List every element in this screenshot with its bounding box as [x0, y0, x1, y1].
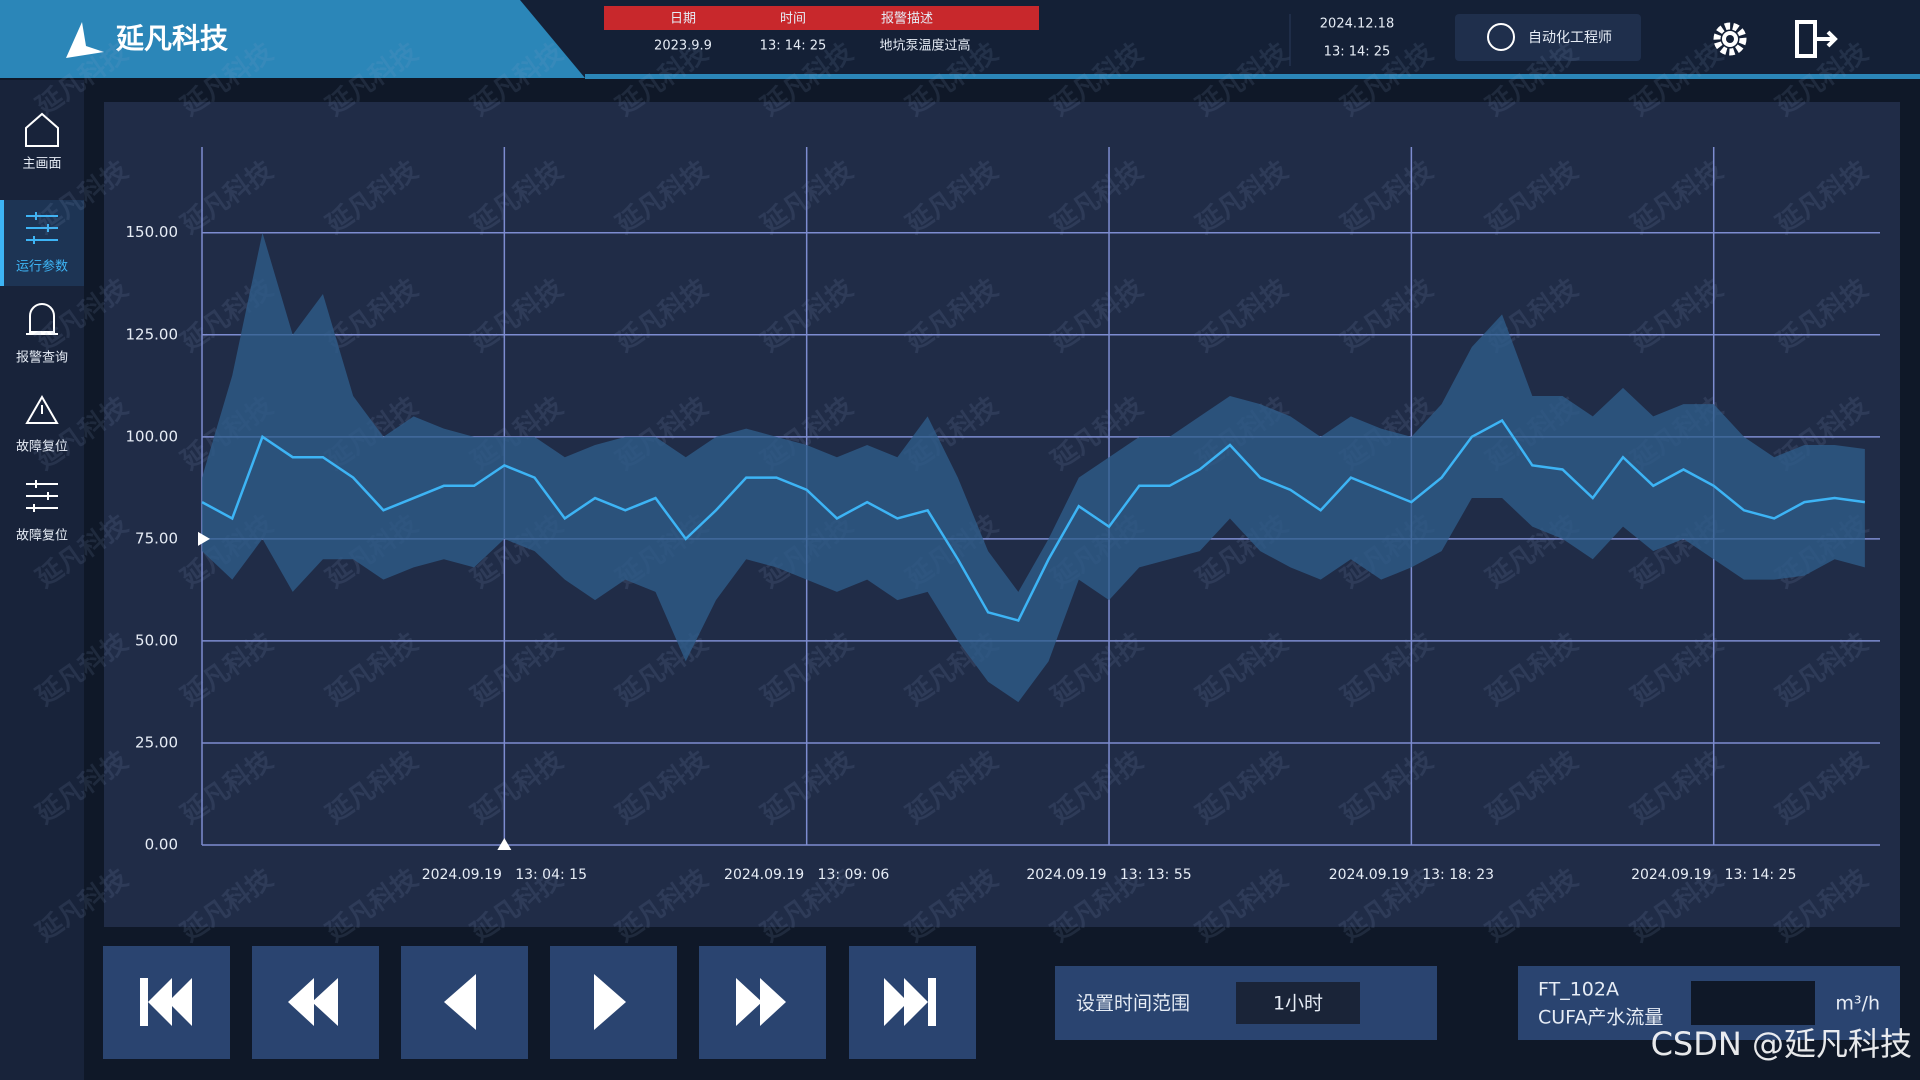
nav-label[interactable]: 运行参数: [16, 259, 68, 275]
logout-icon[interactable]: [1795, 20, 1838, 58]
alarm-col: 时间: [780, 12, 806, 27]
settings-icon[interactable]: [1713, 22, 1747, 56]
back-icon: [444, 974, 476, 1030]
time-range-label: 设置时间范围: [1076, 993, 1190, 1015]
flow-unit: m³/h: [1835, 993, 1880, 1015]
y-tick-label: 75.00: [135, 529, 178, 547]
time: 13: 14: 25: [1324, 45, 1391, 60]
user-icon: [1487, 23, 1515, 51]
time-range-select[interactable]: [1236, 982, 1360, 1024]
y-tick-label: 125.00: [126, 325, 179, 343]
x-tick-label: 2024.09.19 13: 14: 25: [1631, 867, 1796, 883]
x-tick-label: 2024.09.19 13: 09: 06: [724, 867, 889, 883]
settings-hole: [1726, 35, 1734, 43]
nav-label[interactable]: 故障复位: [16, 529, 68, 544]
credit: CSDN @延凡科技: [1651, 1025, 1912, 1063]
alarm-cell: 13: 14: 25: [760, 39, 827, 54]
tag-desc: CUFA产水流量: [1538, 1007, 1663, 1029]
y-tick-label: 100.00: [126, 427, 179, 445]
flow-value-box: [1691, 981, 1815, 1025]
first-icon: [140, 978, 192, 1026]
x-cursor: [497, 838, 512, 850]
nav-label[interactable]: 报警查询: [16, 350, 68, 366]
alarm-cell: 地坑泵温度过高: [879, 38, 970, 54]
alarm-icon[interactable]: [26, 303, 58, 335]
y-tick-label: 0.00: [145, 836, 178, 854]
y-cursor: [198, 531, 210, 546]
y-tick-label: 150.00: [126, 223, 179, 241]
x-tick-label: 2024.09.19 13: 13: 55: [1026, 867, 1191, 883]
date: 2024.12.18: [1320, 17, 1394, 32]
forward-icon: [736, 978, 786, 1026]
last-icon: [884, 978, 936, 1026]
fault-icon[interactable]: [25, 394, 59, 424]
logo-icon: [66, 22, 104, 58]
rewind-icon: [288, 978, 338, 1026]
y-tick-label: 25.00: [135, 733, 178, 751]
header-line: [585, 74, 1920, 79]
alarm-col: 报警描述: [881, 11, 933, 27]
nav-label[interactable]: 主画面: [22, 157, 61, 172]
alarm-header: [604, 6, 1039, 30]
sidebar-active: [0, 200, 84, 286]
play-icon: [594, 974, 626, 1030]
range-band: [202, 232, 1865, 703]
logo-text: 延凡科技: [115, 22, 228, 55]
sidebar-active-bar: [0, 200, 4, 286]
home-icon[interactable]: [25, 112, 59, 147]
trend-line: [201, 418, 1866, 622]
x-tick-label: 2024.09.19 13: 18: 23: [1329, 867, 1494, 883]
reset-icon[interactable]: [26, 480, 58, 512]
playback-controls: [103, 946, 976, 1059]
logo-area: [0, 0, 585, 78]
nav-label[interactable]: 故障复位: [16, 440, 68, 455]
alarm-col: 日期: [670, 12, 696, 27]
tag-name: FT_102A: [1538, 979, 1619, 1001]
user-name: 自动化工程师: [1528, 30, 1612, 46]
params-icon[interactable]: [26, 212, 58, 244]
alarm-cell: 2023.9.9: [654, 39, 712, 54]
time-range-value: 1小时: [1273, 993, 1323, 1015]
y-tick-label: 50.00: [135, 631, 178, 649]
x-tick-label: 2024.09.19 13: 04: 15: [422, 867, 587, 883]
